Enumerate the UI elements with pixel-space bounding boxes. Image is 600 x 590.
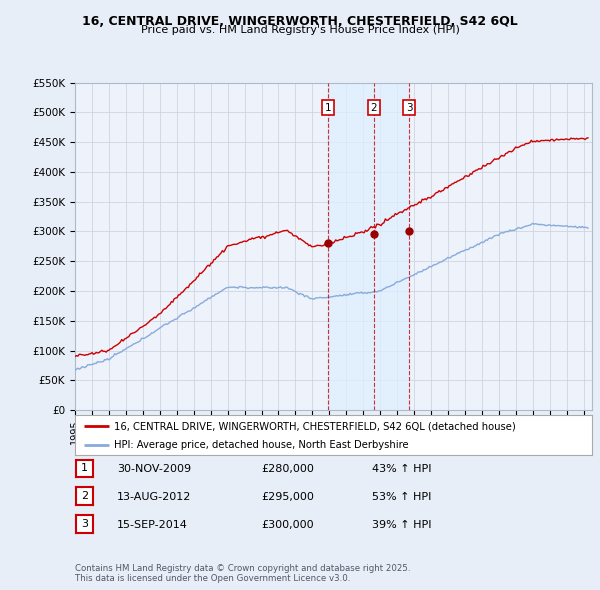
Text: 39% ↑ HPI: 39% ↑ HPI	[372, 520, 431, 529]
Text: 2: 2	[370, 103, 377, 113]
Text: 16, CENTRAL DRIVE, WINGERWORTH, CHESTERFIELD, S42 6QL: 16, CENTRAL DRIVE, WINGERWORTH, CHESTERF…	[82, 15, 518, 28]
Text: 2: 2	[81, 491, 88, 501]
Text: 1: 1	[325, 103, 331, 113]
Text: £300,000: £300,000	[261, 520, 314, 529]
Text: 53% ↑ HPI: 53% ↑ HPI	[372, 492, 431, 502]
Text: £295,000: £295,000	[261, 492, 314, 502]
Text: Contains HM Land Registry data © Crown copyright and database right 2025.
This d: Contains HM Land Registry data © Crown c…	[75, 563, 410, 583]
Text: HPI: Average price, detached house, North East Derbyshire: HPI: Average price, detached house, Nort…	[114, 440, 409, 450]
Bar	[328, 83, 409, 410]
Text: 16, CENTRAL DRIVE, WINGERWORTH, CHESTERFIELD, S42 6QL (detached house): 16, CENTRAL DRIVE, WINGERWORTH, CHESTERF…	[114, 421, 515, 431]
Text: Price paid vs. HM Land Registry's House Price Index (HPI): Price paid vs. HM Land Registry's House …	[140, 25, 460, 35]
Text: 30-NOV-2009: 30-NOV-2009	[117, 464, 191, 474]
Text: 13-AUG-2012: 13-AUG-2012	[117, 492, 191, 502]
Text: £280,000: £280,000	[261, 464, 314, 474]
Text: 15-SEP-2014: 15-SEP-2014	[117, 520, 188, 529]
Text: 43% ↑ HPI: 43% ↑ HPI	[372, 464, 431, 474]
Text: 3: 3	[406, 103, 413, 113]
Text: 3: 3	[81, 519, 88, 529]
Text: 1: 1	[81, 464, 88, 473]
